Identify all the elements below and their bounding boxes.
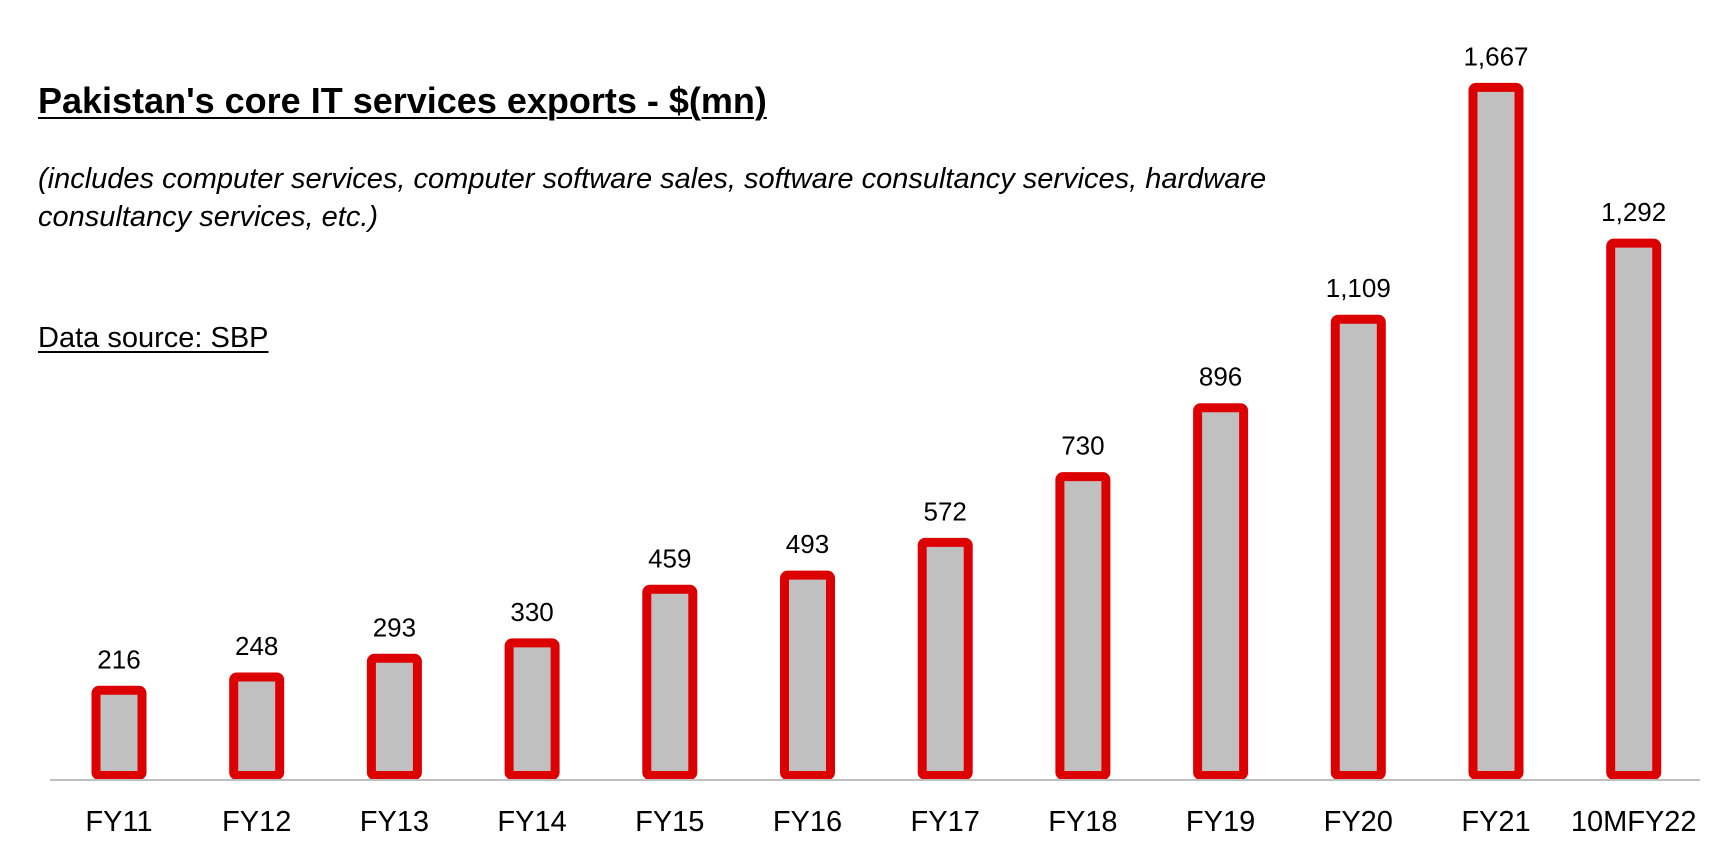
data-label-fy17: 572 (924, 496, 967, 526)
x-tick-label-fy19: FY19 (1186, 806, 1255, 838)
data-label-fy11: 216 (97, 644, 140, 674)
data-label-fy18: 730 (1061, 431, 1104, 461)
x-tick-label-fy20: FY20 (1324, 806, 1393, 838)
bars-group (91, 82, 1662, 781)
data-label-fy12: 248 (235, 631, 278, 661)
x-tick-label-fy16: FY16 (773, 806, 842, 838)
bar-fy16 (780, 570, 835, 781)
bar-fy13 (366, 653, 422, 780)
bar-fy14 (504, 638, 560, 781)
x-tick-labels-group: FY11 FY12 FY13 FY14 FY15 FY16 FY17 FY18 FY19 FY20… (85, 806, 1696, 838)
data-label-fy14: 330 (510, 597, 553, 627)
chart-title: Pakistan's core IT services exports - $(… (38, 80, 767, 121)
bar-fy18 (1055, 472, 1111, 780)
data-label-10mfy22: 1,292 (1601, 197, 1666, 227)
x-tick-label-fy17: FY17 (911, 806, 980, 838)
bar-fy20 (1330, 314, 1386, 780)
data-label-fy19: 896 (1199, 362, 1242, 392)
x-tick-label-fy15: FY15 (635, 806, 704, 838)
data-label-fy21: 1,667 (1463, 41, 1528, 71)
data-label-fy16: 493 (786, 529, 829, 559)
x-tick-label-10mfy22: 10MFY22 (1571, 806, 1697, 838)
x-tick-label-fy13: FY13 (360, 806, 429, 838)
data-labels-group: 216 248 293 330 459 493 572 730 896 1,109 1,667 1,2… (97, 41, 1666, 674)
bar-fy17 (917, 537, 973, 780)
x-tick-label-fy21: FY21 (1461, 806, 1530, 838)
x-tick-label-fy18: FY18 (1048, 806, 1117, 838)
bar-fy19 (1193, 403, 1249, 780)
x-tick-label-fy11: FY11 (85, 806, 152, 838)
bar-fy15 (642, 584, 698, 781)
bar-fy11 (91, 685, 147, 781)
data-label-fy15: 459 (648, 543, 691, 573)
bar-fy21 (1468, 82, 1524, 780)
bar-fy12 (229, 672, 285, 780)
data-source-note: Data source: SBP (38, 322, 269, 354)
bar-10mfy22 (1606, 238, 1662, 780)
chart-subtitle: (includes computer services, computer so… (38, 163, 1267, 233)
data-label-fy20: 1,109 (1326, 273, 1391, 303)
data-label-fy13: 293 (373, 612, 416, 642)
x-tick-label-fy14: FY14 (497, 806, 566, 838)
x-tick-label-fy12: FY12 (222, 806, 291, 838)
